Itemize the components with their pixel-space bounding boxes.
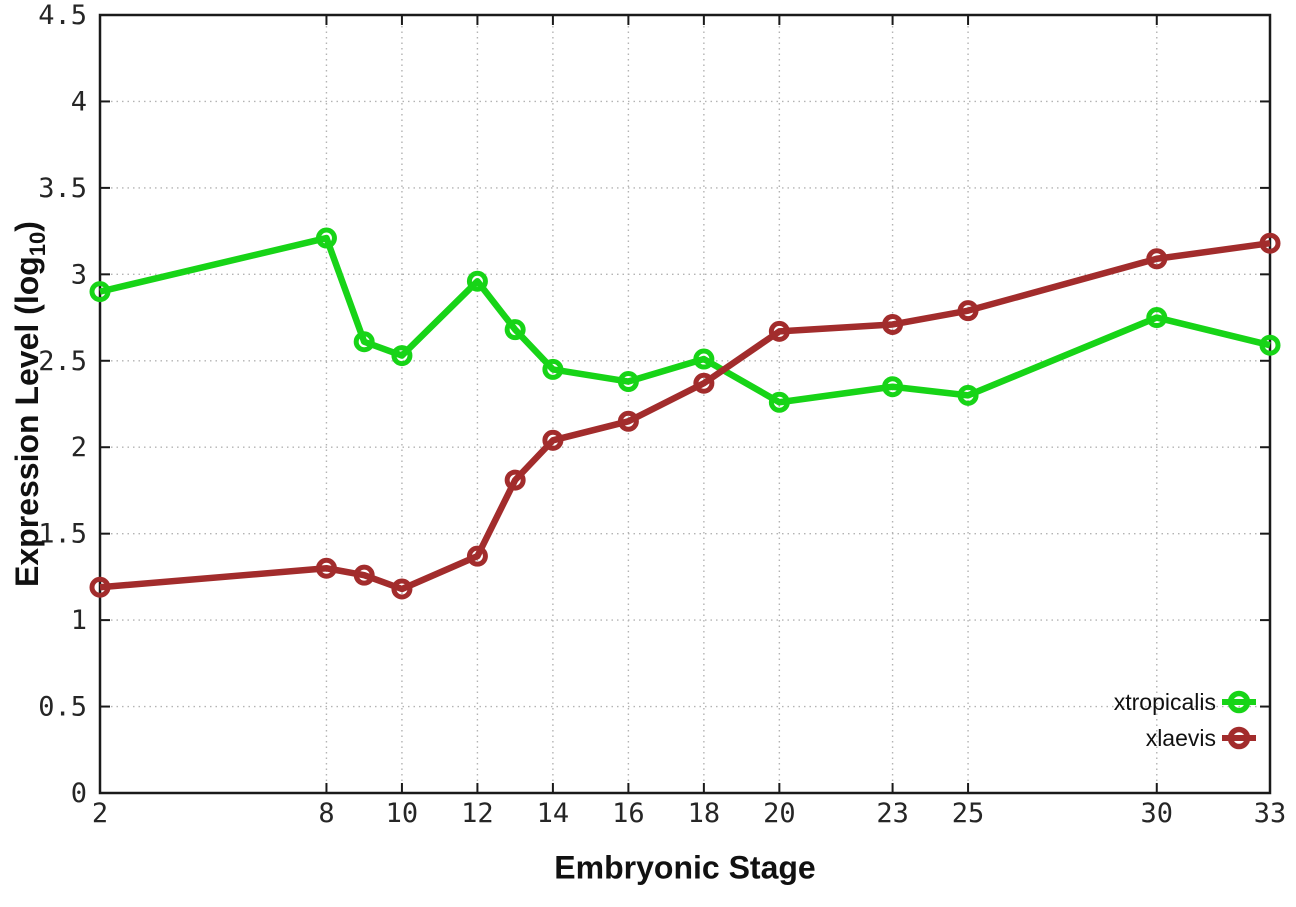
y-tick-label: 3: [71, 259, 87, 290]
x-tick-label: 10: [386, 798, 419, 829]
data-point-xlaevis: [504, 469, 526, 491]
legend-label-xlaevis: xlaevis: [1146, 725, 1216, 751]
data-point-xtropicalis: [693, 348, 715, 370]
data-point-xlaevis: [617, 410, 639, 432]
x-tick-label: 18: [688, 798, 721, 829]
data-point-xlaevis: [1146, 248, 1168, 270]
x-tick-label: 20: [763, 798, 796, 829]
data-point-xtropicalis: [89, 281, 111, 303]
data-point-xlaevis: [315, 557, 337, 579]
x-tick-label: 14: [537, 798, 570, 829]
data-point-xtropicalis: [1146, 307, 1168, 329]
x-tick-label: 30: [1141, 798, 1174, 829]
y-axis-title-subscript: 10: [25, 231, 50, 257]
data-point-xtropicalis: [353, 331, 375, 353]
data-point-xtropicalis: [542, 358, 564, 380]
y-tick-label: 0: [71, 778, 87, 809]
y-tick-label: 4: [71, 86, 87, 117]
y-axis-title: Expression Level (log10): [9, 221, 51, 587]
x-tick-label: 23: [876, 798, 909, 829]
data-point-xlaevis: [391, 578, 413, 600]
y-axis-title-main: Expression Level (log: [9, 256, 45, 587]
x-tick-label: 25: [952, 798, 985, 829]
data-point-xlaevis: [353, 564, 375, 586]
data-point-xtropicalis: [882, 376, 904, 398]
data-point-xlaevis: [693, 372, 715, 394]
data-point-xtropicalis: [768, 391, 790, 413]
x-tick-label: 12: [461, 798, 494, 829]
data-point-xlaevis: [542, 429, 564, 451]
y-tick-label: 3.5: [38, 173, 87, 204]
data-point-xlaevis: [882, 313, 904, 335]
data-point-xtropicalis: [1259, 334, 1281, 356]
data-point-xtropicalis: [957, 384, 979, 406]
x-tick-label: 16: [612, 798, 645, 829]
data-point-xlaevis: [957, 300, 979, 322]
legend-label-xtropicalis: xtropicalis: [1114, 689, 1216, 715]
data-point-xlaevis: [466, 545, 488, 567]
y-tick-label: 2: [71, 432, 87, 463]
y-tick-label: 1.5: [38, 519, 87, 550]
data-point-xtropicalis: [617, 371, 639, 393]
x-tick-label: 8: [318, 798, 334, 829]
legend-marker-xtropicalis: [1227, 690, 1251, 714]
y-axis-title-end: ): [9, 221, 45, 232]
data-point-xtropicalis: [466, 270, 488, 292]
y-tick-label: 0.5: [38, 692, 87, 723]
series-line-xtropicalis: [99, 234, 1271, 406]
legend-marker-xlaevis: [1227, 726, 1251, 750]
series-line-xlaevis: [99, 239, 1271, 593]
data-point-xtropicalis: [391, 345, 413, 367]
data-point-xtropicalis: [504, 319, 526, 341]
x-tick-label: 33: [1254, 798, 1287, 829]
x-axis-title: Embryonic Stage: [554, 849, 816, 886]
x-tick-label: 2: [92, 798, 108, 829]
data-point-xlaevis: [1259, 232, 1281, 254]
data-point-xlaevis: [768, 320, 790, 342]
data-point-xtropicalis: [315, 227, 337, 249]
y-tick-label: 1: [71, 605, 87, 636]
plot-border: [98, 13, 1272, 795]
y-tick-label: 2.5: [38, 346, 87, 377]
y-tick-label: 4.5: [38, 0, 87, 31]
data-point-xlaevis: [89, 576, 111, 598]
